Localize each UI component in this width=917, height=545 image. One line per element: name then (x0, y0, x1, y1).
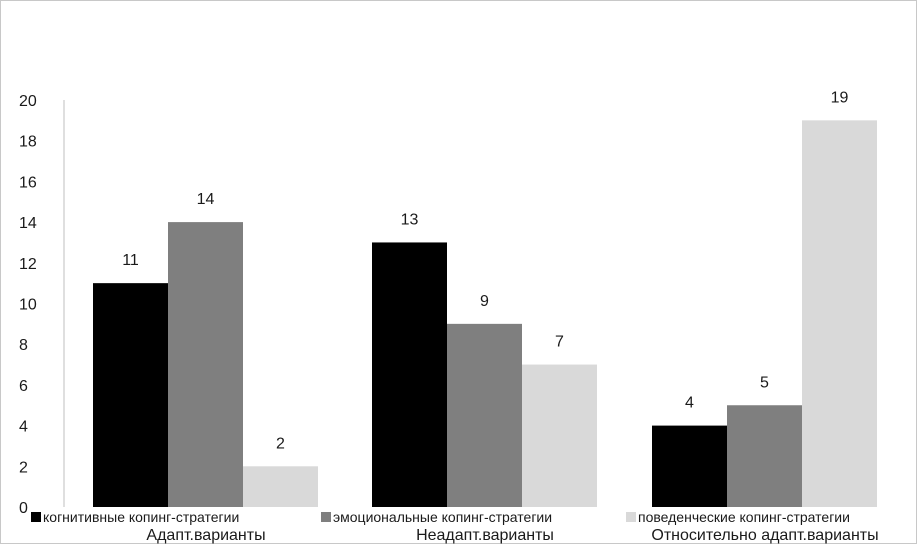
data-labels: 11 13 4 14 9 5 2 7 19 (122, 89, 848, 452)
bar (802, 120, 877, 507)
y-tick-label: 4 (19, 419, 28, 436)
data-label: 19 (831, 89, 849, 106)
bar (168, 222, 243, 507)
x-category-label: Неадапт.варианты (416, 527, 554, 544)
data-label: 11 (122, 252, 139, 269)
y-tick-label: 6 (19, 378, 28, 395)
y-tick-label: 16 (19, 174, 37, 191)
y-tick-label: 14 (19, 215, 37, 232)
y-tick-label: 0 (19, 500, 28, 517)
data-label: 9 (480, 293, 489, 310)
bar (652, 425, 727, 507)
bar (93, 283, 168, 507)
y-tick-label: 18 (19, 134, 37, 151)
y-tick-label: 20 (19, 93, 37, 110)
legend-label: поведенческие копинг-стратегии (638, 509, 850, 525)
data-label: 2 (276, 435, 285, 452)
bars (93, 120, 877, 507)
y-axis: 0 2 4 6 8 10 12 14 16 18 20 (19, 93, 65, 517)
data-label: 13 (401, 211, 419, 228)
x-category-label: Относительно адапт.варианты (651, 527, 878, 544)
legend-label: эмоциональные копинг-стратегии (333, 509, 552, 525)
legend: когнитивные копинг-стратегии эмоциональны… (31, 509, 850, 525)
bar (372, 242, 447, 507)
data-label: 4 (685, 395, 694, 412)
legend-swatch (31, 512, 41, 522)
x-category-label: Адапт.варианты (146, 527, 265, 544)
data-label: 14 (197, 191, 215, 208)
data-label: 5 (760, 374, 769, 391)
x-axis-categories: Адапт.варианты Неадапт.варианты Относитель… (146, 527, 878, 544)
bar (447, 323, 522, 507)
legend-swatch (626, 512, 636, 522)
bar (243, 466, 318, 507)
y-tick-label: 12 (19, 256, 37, 273)
bar (727, 405, 802, 507)
legend-swatch (321, 512, 331, 522)
legend-label: когнитивные копинг-стратегии (43, 509, 239, 525)
y-tick-label: 8 (19, 337, 28, 354)
bar (522, 364, 597, 507)
y-tick-label: 10 (19, 297, 37, 314)
data-label: 7 (555, 334, 564, 351)
y-tick-label: 2 (19, 459, 28, 476)
